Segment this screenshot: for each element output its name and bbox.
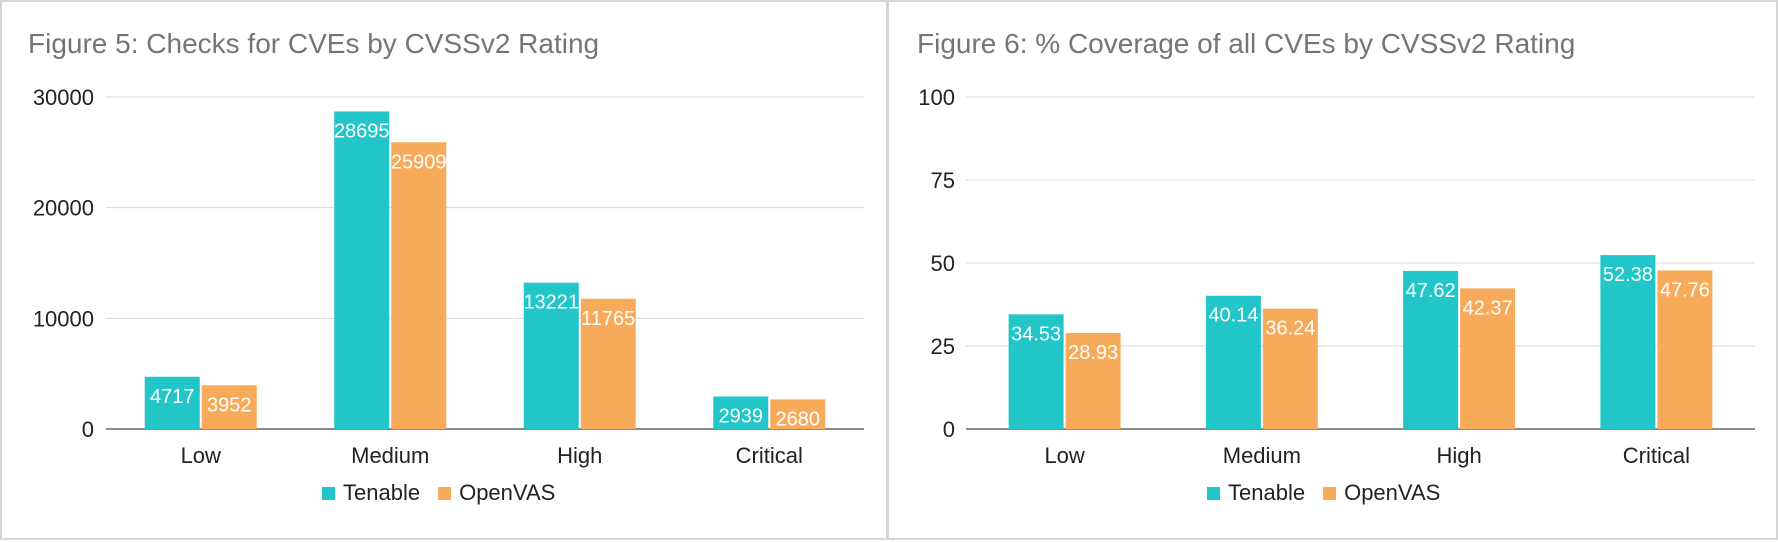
legend-label: OpenVAS xyxy=(1344,480,1440,505)
bar-chart-coverage: 0 25 50 75 100 34.53 28.93 Low 40.14 36.24 Medium 4… xyxy=(918,85,1755,505)
bar-tenable xyxy=(144,376,200,429)
legend-label: Tenable xyxy=(1228,480,1305,505)
bar-openvas xyxy=(770,399,826,429)
bar-openvas xyxy=(1460,288,1516,429)
data-label: 52.38 xyxy=(1603,264,1653,286)
bar-openvas xyxy=(201,385,257,429)
data-label: 25909 xyxy=(391,151,447,173)
x-tick-label: Medium xyxy=(1223,443,1301,468)
data-label: 13221 xyxy=(523,292,579,314)
x-tick-label: Low xyxy=(181,443,221,468)
legend-label: Tenable xyxy=(343,480,420,505)
data-label: 11765 xyxy=(581,308,635,330)
bar-tenable xyxy=(1008,314,1064,429)
legend-swatch-openvas xyxy=(438,487,452,500)
bar-openvas xyxy=(1065,332,1121,429)
bar-tenable xyxy=(713,396,769,429)
data-label: 40.14 xyxy=(1208,305,1258,327)
data-label: 2939 xyxy=(719,405,764,427)
y-tick-label: 75 xyxy=(931,168,955,193)
data-label: 42.37 xyxy=(1463,297,1513,319)
bar-tenable xyxy=(523,282,579,429)
x-tick-label: Critical xyxy=(736,443,803,468)
bar-tenable xyxy=(1205,295,1261,429)
data-label: 34.53 xyxy=(1011,323,1061,345)
x-tick-label: High xyxy=(557,443,602,468)
data-label: 4717 xyxy=(150,386,195,408)
bar-openvas xyxy=(1657,270,1713,429)
y-tick-label: 0 xyxy=(943,417,955,442)
data-label: 3952 xyxy=(207,394,252,416)
bar-tenable xyxy=(1600,255,1656,429)
chart-title: Figure 5: Checks for CVEs by CVSSv2 Rati… xyxy=(28,28,600,59)
y-tick-label: 25 xyxy=(931,334,955,359)
y-tick-label: 30000 xyxy=(33,85,94,110)
bar-openvas xyxy=(1262,308,1318,429)
bar-openvas xyxy=(391,142,447,429)
legend-swatch-tenable xyxy=(1207,487,1220,500)
y-tick-label: 20000 xyxy=(33,196,94,221)
legend-label: OpenVAS xyxy=(459,480,555,505)
chart-panel-coverage: Figure 6: % Coverage of all CVEs by CVSS… xyxy=(887,0,1778,540)
data-label: 2680 xyxy=(776,408,821,430)
bar-tenable xyxy=(1403,270,1459,429)
data-label: 28695 xyxy=(334,120,390,142)
legend-swatch-tenable xyxy=(322,487,335,500)
data-label: 36.24 xyxy=(1265,318,1315,340)
bar-tenable xyxy=(334,111,390,429)
y-tick-label: 100 xyxy=(918,85,955,110)
x-tick-label: Medium xyxy=(351,443,429,468)
x-tick-label: High xyxy=(1437,443,1482,468)
y-tick-label: 0 xyxy=(82,417,94,442)
y-tick-label: 50 xyxy=(931,251,955,276)
x-tick-label: Critical xyxy=(1623,443,1690,468)
y-tick-label: 10000 xyxy=(33,306,94,331)
chart-title: Figure 6: % Coverage of all CVEs by CVSS… xyxy=(917,28,1576,59)
x-tick-label: Low xyxy=(1044,443,1084,468)
data-label: 47.62 xyxy=(1406,280,1456,302)
data-label: 47.76 xyxy=(1660,279,1710,301)
legend-swatch-openvas xyxy=(1323,487,1337,500)
bar-openvas xyxy=(580,298,636,429)
data-label: 28.93 xyxy=(1068,342,1118,364)
chart-panel-checks: Figure 5: Checks for CVEs by CVSSv2 Rati… xyxy=(0,0,888,540)
